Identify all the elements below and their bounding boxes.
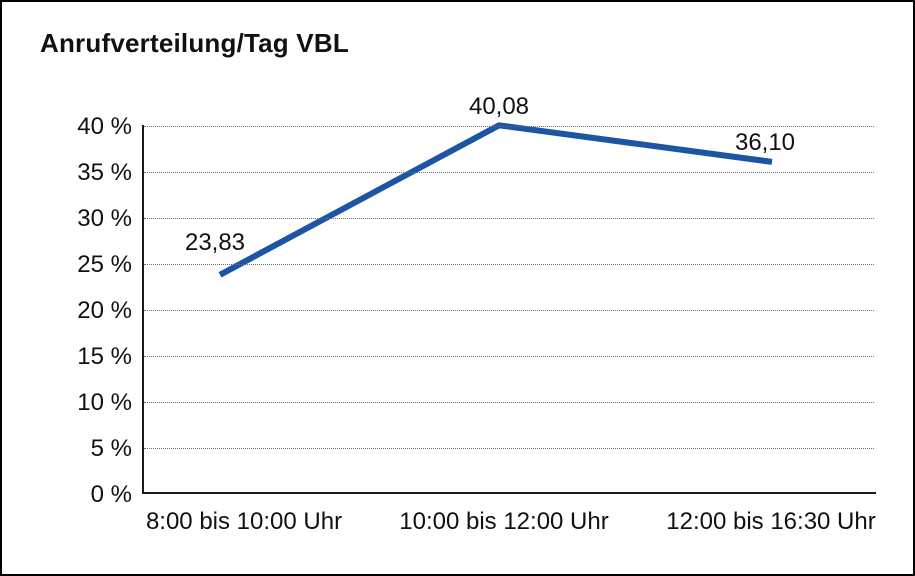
gridline bbox=[144, 448, 874, 449]
x-axis-category-label: 10:00 bis 12:00 Uhr bbox=[399, 508, 609, 535]
gridline bbox=[144, 218, 874, 219]
y-axis-tick-label: 20 % bbox=[77, 297, 132, 324]
x-axis-category-label: 8:00 bis 10:00 Uhr bbox=[145, 508, 343, 535]
y-axis-line bbox=[142, 125, 144, 494]
data-point-label: 40,08 bbox=[468, 93, 530, 120]
x-axis-line bbox=[142, 492, 876, 494]
data-line bbox=[218, 122, 773, 278]
y-axis-tick-label: 0 % bbox=[90, 481, 132, 508]
y-axis-tick-label: 30 % bbox=[77, 205, 132, 232]
y-axis-tick-label: 40 % bbox=[77, 113, 132, 140]
y-axis-tick-label: 10 % bbox=[77, 389, 132, 416]
gridline bbox=[144, 264, 874, 265]
gridline bbox=[144, 172, 874, 173]
x-axis-category-label: 12:00 bis 16:30 Uhr bbox=[666, 508, 876, 535]
y-axis-tick-label: 35 % bbox=[77, 159, 132, 186]
gridline bbox=[144, 356, 874, 357]
data-point-label: 23,83 bbox=[184, 229, 246, 256]
data-point-label: 36,10 bbox=[734, 129, 796, 156]
gridline bbox=[144, 310, 874, 311]
gridline bbox=[144, 126, 874, 127]
gridline bbox=[144, 402, 874, 403]
y-axis-tick-label: 5 % bbox=[90, 435, 132, 462]
y-axis-tick-label: 15 % bbox=[77, 343, 132, 370]
chart-title: Anrufverteilung/Tag VBL bbox=[40, 28, 349, 58]
y-axis-tick-label: 25 % bbox=[77, 251, 132, 278]
